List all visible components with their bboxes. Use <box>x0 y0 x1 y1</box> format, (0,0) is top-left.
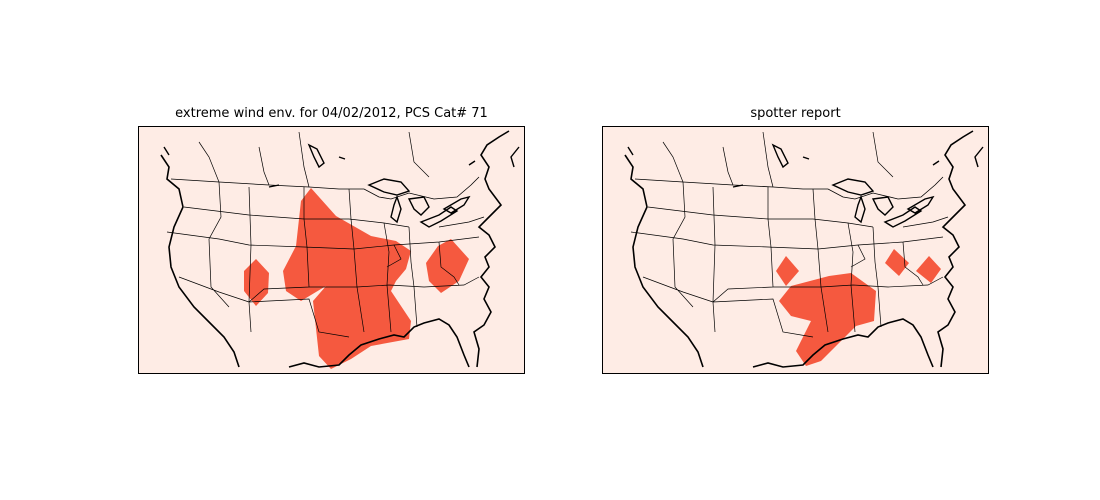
map-panel-extreme-wind <box>138 126 525 374</box>
region-east <box>426 239 469 293</box>
region-carolina <box>916 256 941 283</box>
region-plains <box>776 256 799 286</box>
map-left <box>160 130 520 369</box>
region-southwest <box>244 259 269 306</box>
highlight-regions <box>776 249 941 366</box>
panel-title-left: extreme wind env. for 04/02/2012, PCS Ca… <box>175 106 488 121</box>
region-tennessee <box>885 249 909 276</box>
map-right <box>624 130 984 368</box>
region-central <box>283 188 411 369</box>
panel-title-right: spotter report <box>750 106 841 121</box>
map-panel-spotter-report <box>602 126 989 374</box>
basemap-borders <box>624 130 984 368</box>
highlight-regions <box>244 188 469 369</box>
